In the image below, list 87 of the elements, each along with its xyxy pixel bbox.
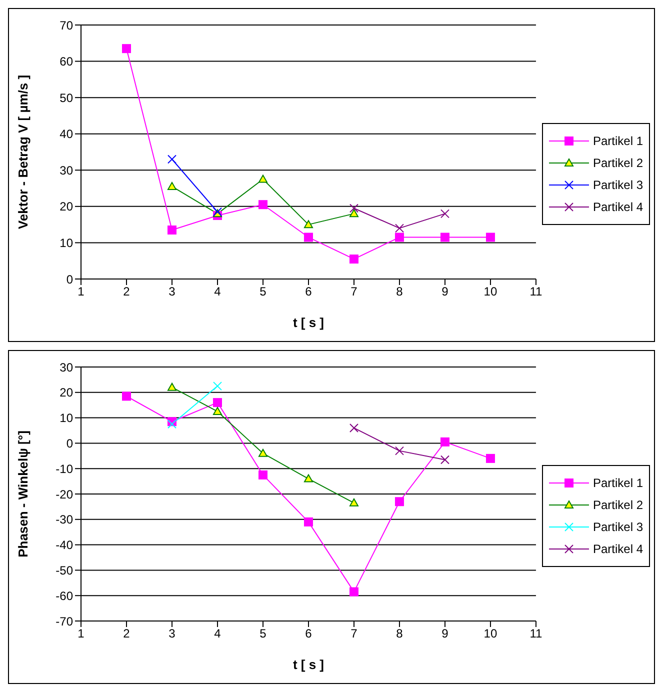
x-tick-label: 3 — [168, 284, 176, 299]
point — [349, 587, 358, 596]
point — [349, 498, 358, 506]
x-tick-label: 5 — [260, 626, 267, 641]
x-tick-label: 6 — [305, 626, 312, 641]
x-tick-label: 8 — [396, 626, 404, 641]
point — [349, 209, 358, 218]
legend-label: Partikel 4 — [592, 542, 643, 556]
y-tick-label: -30 — [56, 512, 74, 527]
point — [212, 398, 222, 408]
point — [394, 232, 404, 242]
x-tick-label: 1 — [78, 284, 85, 299]
legend-label: Partikel 2 — [592, 498, 643, 512]
point — [167, 420, 176, 429]
point — [440, 209, 450, 218]
y-tick-label: 70 — [60, 18, 74, 32]
y-tick-label: 30 — [60, 163, 74, 178]
y-tick-label: -40 — [56, 538, 74, 552]
point — [122, 392, 131, 401]
point — [486, 454, 495, 463]
y-axis-title: Phasen - Winkelψ [°] — [16, 430, 31, 558]
x-tick-label: 7 — [350, 284, 358, 299]
y-tick-label: -20 — [56, 487, 74, 502]
legend-label: Partikel 1 — [592, 134, 643, 148]
x-tick-label: 9 — [442, 284, 449, 299]
x-tick-label: 4 — [214, 284, 222, 299]
x-tick-label: 8 — [396, 284, 404, 299]
x-tick-label: 11 — [530, 284, 543, 299]
point — [167, 182, 176, 190]
y-tick-label: 30 — [60, 360, 74, 374]
x-tick-label: 9 — [442, 626, 449, 641]
x-tick-label: 2 — [123, 626, 130, 641]
legend-label: Partikel 2 — [592, 156, 643, 170]
point — [212, 406, 222, 415]
y-tick-label: 40 — [60, 127, 74, 142]
x-tick-label: 6 — [305, 284, 312, 299]
x-tick-label: 2 — [123, 284, 130, 299]
point — [304, 232, 313, 242]
point — [394, 224, 404, 233]
point — [167, 226, 176, 235]
point — [440, 455, 450, 464]
point — [440, 232, 450, 242]
y-tick-label: 10 — [60, 236, 74, 250]
point — [394, 446, 404, 456]
y-tick-label: 50 — [60, 90, 74, 105]
x-tick-label: 7 — [350, 626, 358, 641]
point — [304, 517, 313, 526]
point — [304, 474, 313, 482]
x-tick-label: 10 — [484, 284, 498, 299]
x-tick-label: 4 — [214, 626, 222, 641]
point — [486, 232, 495, 242]
x-axis-title: t [ s ] — [292, 315, 324, 330]
point — [258, 174, 268, 183]
y-tick-label: 60 — [60, 54, 74, 69]
point — [349, 204, 358, 213]
y-tick-label: 0 — [66, 436, 74, 450]
y-tick-label: -10 — [56, 462, 74, 476]
x-tick-label: 10 — [484, 626, 498, 641]
x-axis-title: t [ s ] — [292, 657, 324, 672]
legend-label: Partikel 3 — [592, 178, 643, 192]
x-tick-label: 3 — [168, 626, 176, 641]
point — [167, 154, 176, 164]
y-tick-label: -50 — [56, 563, 74, 578]
y-tick-label: 20 — [60, 386, 74, 400]
point — [167, 382, 176, 391]
x-tick-label: 11 — [530, 626, 543, 641]
y-tick-label: -60 — [56, 588, 74, 603]
point — [394, 497, 404, 506]
point — [212, 382, 222, 391]
point — [258, 470, 268, 480]
point — [258, 448, 268, 457]
point — [349, 423, 358, 432]
x-tick-label: 5 — [260, 284, 267, 299]
legend-label: Partikel 3 — [592, 520, 643, 534]
point — [304, 220, 313, 228]
y-tick-label: 20 — [60, 200, 74, 214]
x-tick-label: 1 — [78, 626, 85, 641]
legend-label: Partikel 4 — [592, 200, 643, 214]
y-tick-label: -70 — [56, 614, 74, 628]
y-tick-label: 0 — [66, 272, 74, 286]
legend-label: Partikel 1 — [592, 476, 643, 490]
y-tick-label: 10 — [60, 411, 74, 426]
y-axis-title: Vektor - Betrag V [ µm/s ] — [16, 74, 31, 230]
point — [122, 44, 131, 54]
point — [440, 437, 450, 446]
point — [258, 200, 268, 210]
point — [349, 254, 358, 264]
